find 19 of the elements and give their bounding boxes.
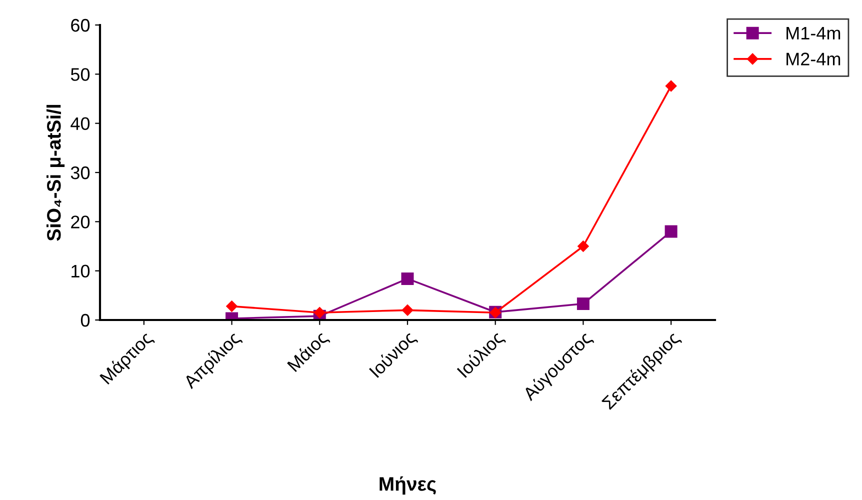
y-tick-label: 10 — [72, 264, 90, 278]
y-axis-title: SiO₄-Si μ-atSi/l — [46, 104, 65, 241]
point — [664, 225, 678, 238]
x-axis-title: Μήνες — [380, 476, 436, 495]
legend-label: M1-4m — [786, 26, 840, 40]
point — [576, 298, 590, 310]
point — [226, 300, 238, 312]
y-tick-label: 0 — [80, 314, 90, 327]
y-tick-label: 60 — [71, 18, 90, 32]
y-tick-label: 30 — [70, 166, 90, 180]
legend-label: M2-4m — [786, 52, 840, 66]
y-tick-label: 50 — [70, 68, 90, 81]
y-tick-label: 40 — [70, 117, 90, 130]
point — [314, 307, 326, 318]
point — [578, 240, 589, 252]
point — [402, 304, 414, 316]
point — [401, 272, 414, 285]
y-tick-label: 20 — [71, 216, 90, 228]
point — [665, 80, 677, 92]
